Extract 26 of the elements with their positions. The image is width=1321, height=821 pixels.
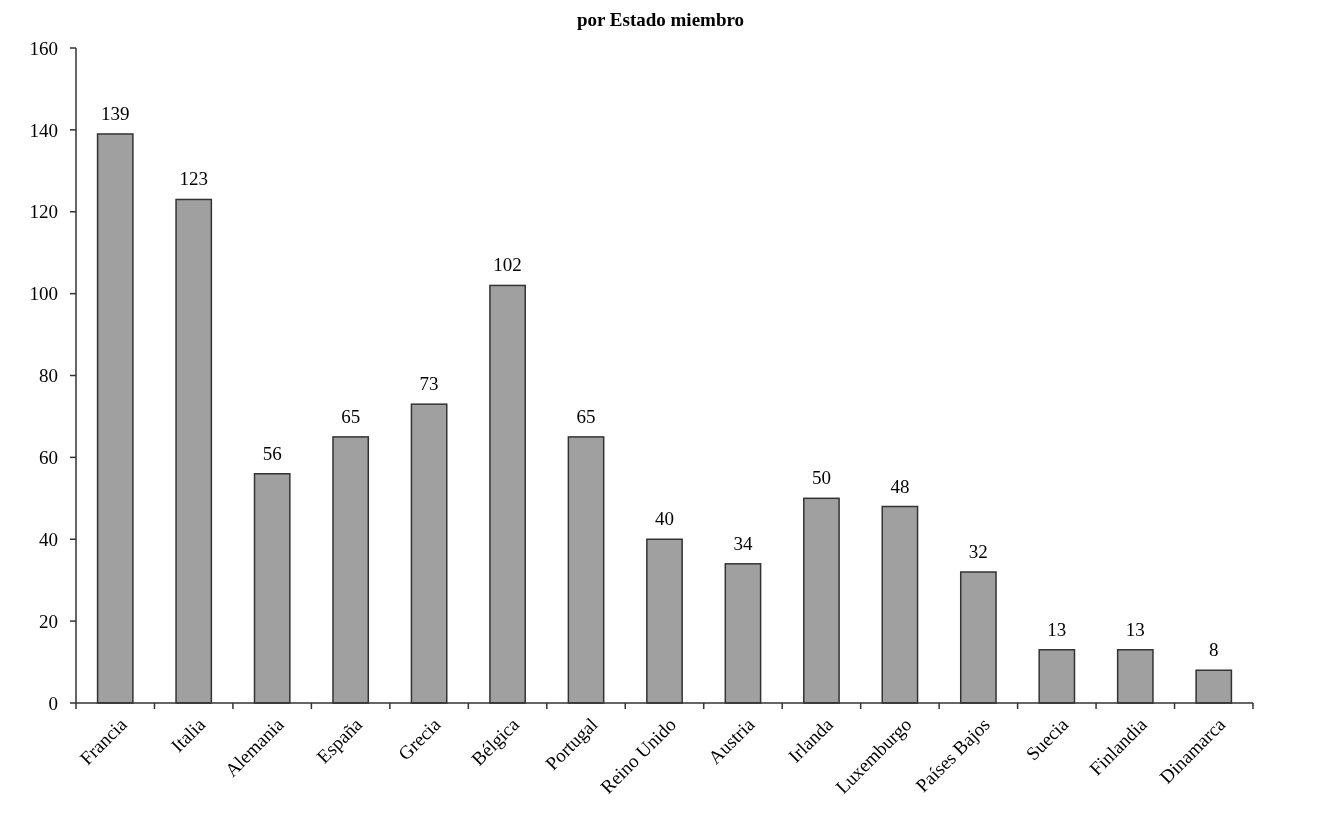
x-tick-label: Italia bbox=[166, 713, 210, 757]
data-label: 13 bbox=[1125, 618, 1145, 640]
y-tick-label: 40 bbox=[39, 528, 58, 550]
y-tick-label: 80 bbox=[39, 365, 58, 387]
data-label: 13 bbox=[1047, 618, 1067, 640]
y-tick-label: 160 bbox=[29, 37, 58, 59]
y-tick-label: 60 bbox=[39, 447, 58, 469]
y-tick-label: 0 bbox=[48, 692, 58, 714]
chart-title: por Estado miembro bbox=[576, 9, 745, 30]
data-label: 102 bbox=[493, 254, 522, 276]
y-tick-label: 20 bbox=[39, 610, 58, 632]
data-label: 40 bbox=[655, 508, 674, 530]
y-tick-label: 100 bbox=[29, 283, 58, 305]
y-tick-label: 120 bbox=[29, 201, 58, 223]
data-label: 139 bbox=[100, 102, 130, 124]
data-label: 65 bbox=[576, 405, 596, 427]
y-tick-label: 140 bbox=[29, 119, 58, 141]
data-label: 32 bbox=[968, 541, 988, 562]
data-label: 8 bbox=[1209, 639, 1219, 661]
data-label: 123 bbox=[179, 168, 208, 190]
data-label: 65 bbox=[341, 405, 361, 427]
data-label: 48 bbox=[890, 475, 910, 497]
data-label: 73 bbox=[419, 373, 439, 395]
data-label: 56 bbox=[262, 442, 282, 464]
data-label: 50 bbox=[811, 467, 831, 489]
data-label: 34 bbox=[733, 532, 753, 554]
